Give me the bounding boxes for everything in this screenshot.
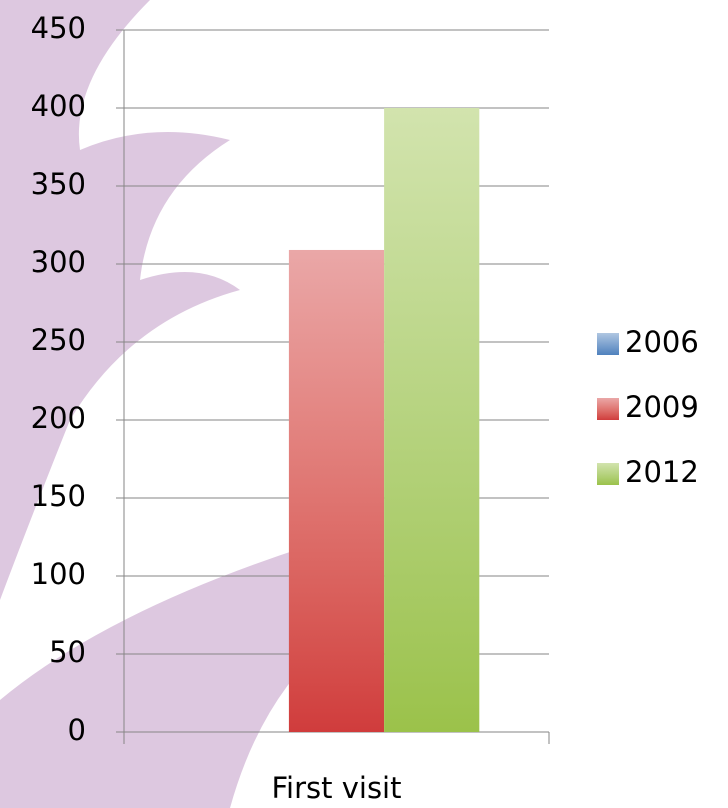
y-tick-label: 300: [31, 245, 86, 279]
y-tick-label: 100: [31, 557, 86, 591]
legend-swatch: [597, 398, 619, 420]
y-tick-label: 50: [49, 635, 86, 669]
y-tick-label: 250: [31, 323, 86, 357]
y-tick-label: 350: [31, 167, 86, 201]
legend-swatch: [597, 463, 619, 485]
y-tick-label: 200: [31, 401, 86, 435]
bar: [289, 250, 384, 732]
chart: 0 50 100 150 200 250 300 350 400 450 First visit 20…: [0, 0, 728, 808]
y-tick-label: 400: [31, 89, 86, 123]
bar: [384, 108, 479, 732]
x-tick-label: First visit: [271, 771, 401, 805]
y-tick-label: 0: [68, 713, 86, 747]
legend-label: 2012: [625, 455, 699, 489]
legend-label: 2009: [625, 390, 699, 424]
legend-swatch: [597, 333, 619, 355]
legend-label: 2006: [625, 325, 699, 359]
y-tick-label: 150: [31, 479, 86, 513]
y-tick-label: 450: [31, 11, 86, 45]
